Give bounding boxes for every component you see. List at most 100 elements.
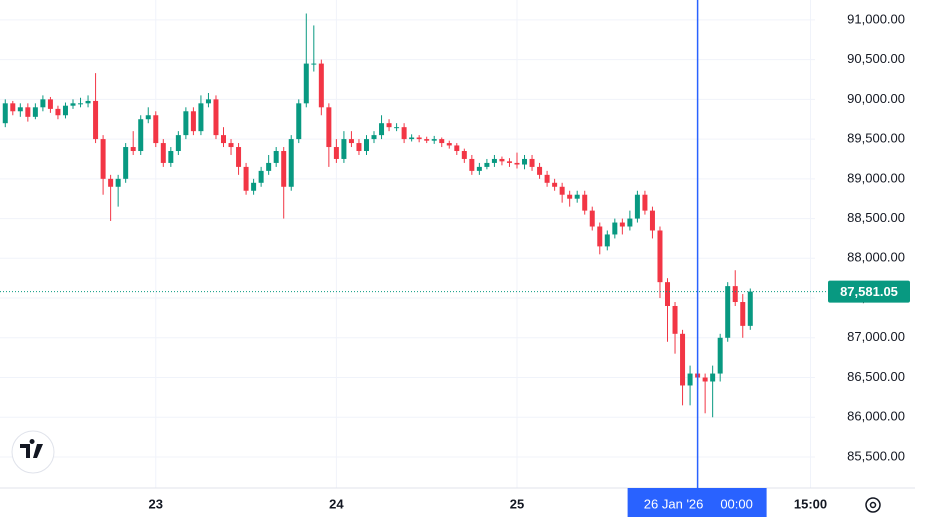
y-tick-label: 88,500.00 <box>847 210 905 225</box>
candle-body <box>205 99 211 104</box>
candle-body <box>687 373 693 386</box>
candle-body <box>476 166 482 171</box>
candle-body <box>70 103 76 106</box>
candle-body <box>484 162 490 167</box>
candle-body <box>665 282 671 306</box>
candle-body <box>100 139 106 179</box>
candle-body <box>409 137 415 140</box>
candle-body <box>251 182 257 191</box>
candle-body <box>32 107 38 117</box>
candle-body <box>296 103 302 140</box>
candle-body <box>281 151 287 187</box>
candle-body <box>236 147 242 167</box>
tradingview-logo[interactable] <box>11 430 55 474</box>
candle-body <box>574 194 580 199</box>
candle-body <box>469 158 475 171</box>
candle-body <box>499 158 505 162</box>
candle-body <box>78 103 84 105</box>
settings-icon-center[interactable] <box>869 501 877 509</box>
candle-body <box>266 162 272 171</box>
y-tick-label: 91,000.00 <box>847 11 905 26</box>
candle-body <box>537 166 543 175</box>
candle-body <box>341 139 347 159</box>
candle-body <box>168 151 174 163</box>
y-tick-label: 87,000.00 <box>847 329 905 344</box>
candle-body <box>597 226 603 247</box>
candle-body <box>619 222 625 227</box>
candle-body <box>348 139 354 144</box>
candle-body <box>732 286 738 303</box>
candle-body <box>416 137 422 140</box>
y-tick-label: 89,000.00 <box>847 170 905 185</box>
candle-body <box>642 194 648 211</box>
y-tick-label: 90,500.00 <box>847 51 905 66</box>
candle-body <box>522 158 528 165</box>
candle-body <box>356 143 362 152</box>
candle-body <box>747 291 753 326</box>
candle-body <box>55 108 61 116</box>
candle-body <box>725 286 731 338</box>
candle-body <box>145 115 151 120</box>
y-tick-label: 90,000.00 <box>847 91 905 106</box>
candle-body <box>657 230 663 283</box>
candle-body <box>10 103 16 112</box>
x-tick-label: 23 <box>149 496 163 511</box>
candle-body <box>213 99 219 136</box>
candle-body <box>326 107 332 148</box>
candle-body <box>311 63 317 65</box>
candle-body <box>160 143 166 163</box>
logo-circle[interactable] <box>11 430 55 474</box>
candle-body <box>672 305 678 334</box>
candle-body <box>273 151 279 163</box>
x-tick-label: 25 <box>510 496 524 511</box>
candle-body <box>85 100 91 104</box>
candle-body <box>2 103 8 124</box>
crosshair-date: 26 Jan '26 <box>644 496 704 511</box>
candle-body <box>717 337 723 374</box>
candle-body <box>431 139 437 141</box>
candle-body <box>634 194 640 219</box>
settings-button[interactable] <box>865 497 881 513</box>
candle-body <box>198 103 204 132</box>
candle-body <box>702 377 708 382</box>
candle-body <box>40 99 46 108</box>
candle-body <box>491 158 497 163</box>
candle-body <box>123 147 129 179</box>
candle-body <box>461 151 467 159</box>
candle-body <box>363 139 369 152</box>
candle-body <box>108 178 114 187</box>
candle-body <box>183 111 189 136</box>
y-tick-label: 85,500.00 <box>847 448 905 463</box>
candle-body <box>379 123 385 136</box>
candle-body <box>25 107 31 117</box>
candle-body <box>333 147 339 159</box>
crosshair-time: 00:00 <box>720 496 753 511</box>
candle-body <box>649 210 655 231</box>
candle-body <box>454 145 460 152</box>
crosshair-label-box <box>627 488 767 517</box>
candle-body <box>552 182 558 187</box>
y-tick-label: 86,000.00 <box>847 409 905 424</box>
candle-body <box>439 139 445 144</box>
logo-glyph[interactable] <box>20 439 43 458</box>
candle-body <box>303 63 309 104</box>
candle-body <box>394 127 400 129</box>
candle-body <box>529 158 535 167</box>
candle-body <box>506 161 512 163</box>
candle-body <box>62 105 68 116</box>
candle-body <box>130 147 136 152</box>
y-tick-label: 88,000.00 <box>847 250 905 265</box>
candle-body <box>47 99 53 109</box>
candle-body <box>446 143 452 146</box>
candle-body <box>288 139 294 187</box>
candle-body <box>228 143 234 148</box>
candle-body <box>604 234 610 247</box>
settings-icon[interactable] <box>865 497 881 513</box>
last-price-label: 87,581.05 <box>840 284 898 299</box>
candle-body <box>221 135 227 144</box>
last-price-box <box>828 280 910 303</box>
candle-body <box>386 123 392 128</box>
candle-body <box>243 166 249 191</box>
candle-body <box>710 373 716 382</box>
